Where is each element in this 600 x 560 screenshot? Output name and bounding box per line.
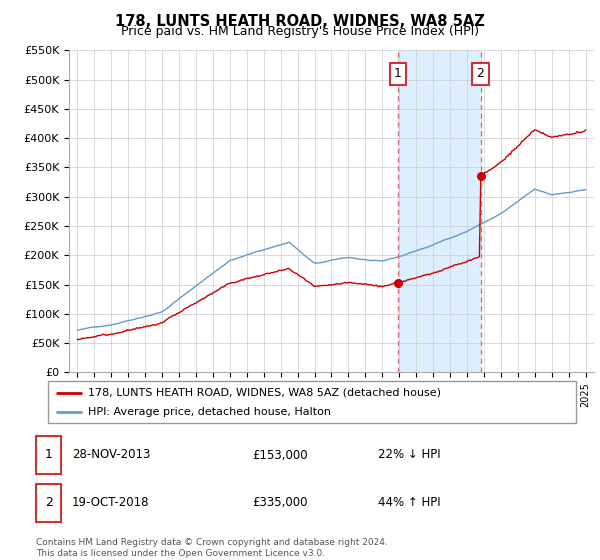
Text: 19-OCT-2018: 19-OCT-2018 [72,496,149,509]
Text: 178, LUNTS HEATH ROAD, WIDNES, WA8 5AZ: 178, LUNTS HEATH ROAD, WIDNES, WA8 5AZ [115,14,485,29]
Text: 178, LUNTS HEATH ROAD, WIDNES, WA8 5AZ (detached house): 178, LUNTS HEATH ROAD, WIDNES, WA8 5AZ (… [88,388,440,398]
Text: 28-NOV-2013: 28-NOV-2013 [72,449,151,461]
Text: 1: 1 [394,67,402,80]
Text: HPI: Average price, detached house, Halton: HPI: Average price, detached house, Halt… [88,407,331,417]
Text: 2: 2 [476,67,484,80]
Text: Price paid vs. HM Land Registry's House Price Index (HPI): Price paid vs. HM Land Registry's House … [121,25,479,38]
Text: 2: 2 [44,496,53,509]
Text: 1: 1 [44,449,53,461]
Text: 22% ↓ HPI: 22% ↓ HPI [378,449,440,461]
Text: £335,000: £335,000 [252,496,308,509]
Text: £153,000: £153,000 [252,449,308,461]
Bar [398,50,481,372]
Text: Contains HM Land Registry data © Crown copyright and database right 2024.
This d: Contains HM Land Registry data © Crown c… [36,538,388,558]
Text: 44% ↑ HPI: 44% ↑ HPI [378,496,440,509]
